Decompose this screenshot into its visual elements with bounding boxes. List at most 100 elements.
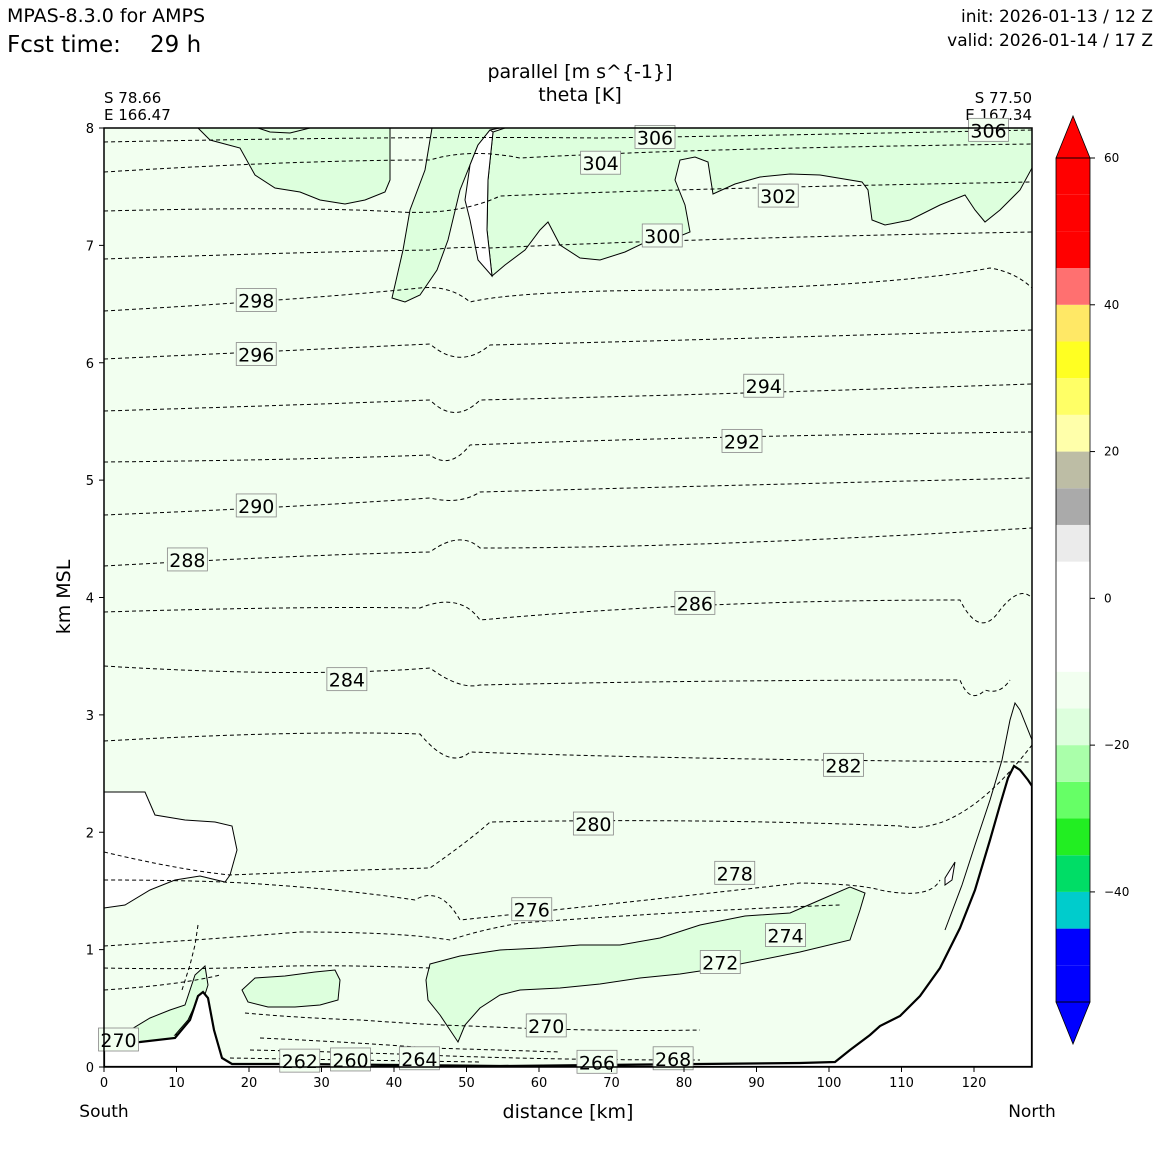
contour-label-box — [580, 150, 622, 175]
x-tick-label: 0 — [100, 1076, 108, 1091]
colorbar-segment — [1056, 341, 1090, 379]
colorbar-segment — [1056, 524, 1090, 562]
contour-label-text: 268 — [655, 1049, 691, 1071]
contour-label-text: 270 — [100, 1030, 136, 1052]
contour-label-box — [634, 124, 676, 149]
colorbar-tick-label: 40 — [1104, 298, 1119, 312]
plot-area: 306 3063043023002982962942922902882862842… — [86, 117, 1033, 1091]
colorbar-segment — [1056, 378, 1090, 415]
white-top-slot — [464, 129, 494, 278]
colorbar-segment — [1056, 855, 1090, 892]
colorbar-tick-label: −40 — [1104, 885, 1129, 899]
contour-label-box — [511, 897, 553, 922]
contour-label: 262 — [279, 1048, 321, 1073]
contour-label-box — [98, 1027, 139, 1052]
contour-label-box — [968, 117, 1009, 142]
y-tick-label: 5 — [86, 474, 94, 489]
contour-label-text: 276 — [514, 900, 550, 922]
contour-label-text: 282 — [825, 755, 861, 777]
contour-label: 270 — [98, 1027, 139, 1052]
colorbar-tick-label: −20 — [1104, 738, 1129, 752]
y-tick-label: 7 — [86, 239, 94, 254]
contour-label-text: 270 — [528, 1016, 564, 1038]
x-tick-label: 60 — [531, 1076, 548, 1091]
contour-label-text: 286 — [677, 593, 713, 615]
colorbar-segment — [1056, 891, 1090, 929]
contour-label-text: 264 — [401, 1049, 437, 1071]
y-tick-label: 8 — [86, 122, 94, 137]
x-axis-ticks: 0 10 20 30 40 50 60 70 80 90 100 110 120 — [100, 1067, 986, 1091]
contour-label-text: 280 — [575, 814, 611, 836]
y-axis-ticks: 0 1 2 3 4 5 6 7 8 — [86, 122, 104, 1076]
contour-label-text: 306 — [970, 120, 1006, 142]
valid-time: valid: 2026-01-14 / 17 Z — [947, 31, 1153, 51]
contour-label: 274 — [765, 923, 806, 948]
colorbar-segment — [1056, 928, 1090, 966]
contour-label: 294 — [743, 373, 785, 398]
contour-label-text: 278 — [717, 863, 753, 885]
colorbar: 60 40 20 0 −20 −40 — [1055, 114, 1129, 1046]
colorbar-segment — [1056, 414, 1090, 452]
colorbar-tick-label: 20 — [1104, 445, 1119, 459]
contour-label-box — [714, 860, 756, 885]
contour-label-text: 274 — [767, 926, 803, 948]
init-time: init: 2026-01-13 / 12 Z — [961, 7, 1153, 27]
shade-low-blob — [241, 969, 341, 1008]
x-tick-label: 90 — [748, 1076, 765, 1091]
contour-label-box — [235, 493, 277, 518]
contour-label: 288 — [166, 547, 208, 572]
contour-label: 306 — [968, 117, 1009, 142]
contour-label-text: 292 — [724, 431, 760, 453]
contour-label-box — [326, 667, 368, 692]
contour-label: 300 — [641, 223, 683, 248]
shade-top-left — [197, 128, 391, 205]
contour-label-box — [757, 183, 799, 208]
contour-label-text: 306 — [637, 127, 673, 149]
contour-label-text: 262 — [282, 1051, 318, 1073]
contour-label-text: 288 — [169, 550, 205, 572]
shade-top-small — [257, 128, 311, 134]
colorbar-segment — [1056, 708, 1090, 746]
contour-label-box — [235, 342, 277, 366]
contour-label-box — [166, 547, 208, 572]
south-label: South — [79, 1102, 128, 1122]
contour-label-box — [652, 1046, 694, 1071]
chart-title-line1: parallel [m s^{-1}] — [487, 61, 672, 83]
contour-label-box — [721, 428, 763, 453]
contour-label: 268 — [652, 1046, 694, 1071]
fcst-time-label: Fcst time: — [7, 32, 121, 58]
contour-label: 306 — [634, 124, 676, 149]
x-tick-label: 100 — [817, 1076, 842, 1091]
contour-label: 302 — [757, 183, 799, 208]
contour-label-text: 290 — [238, 496, 274, 518]
colorbar-segment — [1056, 965, 1090, 1002]
contour-label-text: 266 — [579, 1052, 615, 1074]
colorbar-segment — [1056, 745, 1090, 782]
contour-label-box — [572, 811, 614, 836]
y-tick-label: 3 — [86, 709, 94, 724]
colorbar-frame — [1055, 157, 1091, 1003]
contour-label-box — [330, 1047, 371, 1072]
contour-label: 280 — [572, 811, 614, 836]
x-tick-label: 50 — [458, 1076, 475, 1091]
contour-label: 286 — [674, 590, 716, 615]
contour-label: 260 — [330, 1047, 371, 1072]
chart-title-line2: theta [K] — [538, 84, 622, 106]
y-tick-label: 1 — [86, 944, 94, 959]
contour-label: 290 — [235, 493, 277, 518]
x-tick-label: 10 — [168, 1076, 185, 1091]
x-tick-label: 40 — [386, 1076, 403, 1091]
y-tick-label: 6 — [86, 357, 94, 372]
colorbar-segment — [1056, 488, 1090, 525]
contour-label: 304 — [580, 150, 622, 175]
contour-label-text: 284 — [329, 670, 365, 692]
colorbar-segment — [1056, 671, 1090, 709]
contour-label: 270 — [525, 1013, 567, 1038]
terrain — [104, 764, 1032, 1067]
colorbar-segment — [1056, 818, 1090, 856]
colorbar-segment — [1056, 635, 1090, 672]
contour-label-text: 260 — [332, 1050, 368, 1072]
colorbar-segment — [1056, 451, 1090, 489]
colorbar-segment — [1056, 158, 1090, 195]
